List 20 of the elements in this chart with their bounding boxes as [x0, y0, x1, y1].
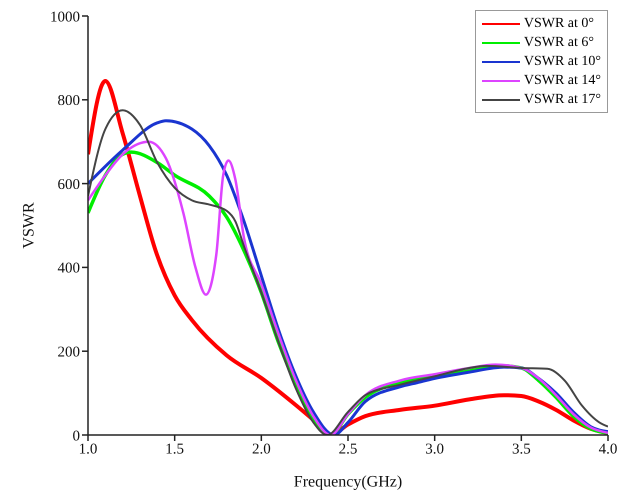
legend-label: VSWR at 14° — [524, 72, 601, 88]
y-tick-label: 800 — [58, 93, 80, 110]
y-axis-title: VSWR — [20, 202, 38, 249]
x-tick-label: 3.0 — [425, 442, 444, 458]
x-axis-title: Frequency(GHz) — [294, 473, 402, 490]
x-tick-label: 2.0 — [252, 442, 271, 458]
y-tick-label: 1000 — [50, 9, 80, 26]
y-tick-label: 0 — [72, 428, 80, 444]
y-tick-label: 400 — [58, 260, 80, 277]
y-tick-label: 200 — [58, 344, 80, 361]
x-tick-label: 1.0 — [78, 442, 98, 458]
y-tick-label: 600 — [58, 176, 80, 193]
x-tick-label: 2.5 — [338, 442, 358, 458]
x-tick-label: 4.0 — [598, 442, 618, 458]
legend-label: VSWR at 17° — [524, 92, 601, 108]
legend-label: VSWR at 10° — [524, 54, 601, 70]
x-tick-label: 1.5 — [165, 442, 184, 458]
x-tick-label: 3.5 — [512, 442, 531, 458]
legend-label: VSWR at 6° — [524, 34, 594, 50]
legend-label: VSWR at 0° — [524, 16, 594, 32]
